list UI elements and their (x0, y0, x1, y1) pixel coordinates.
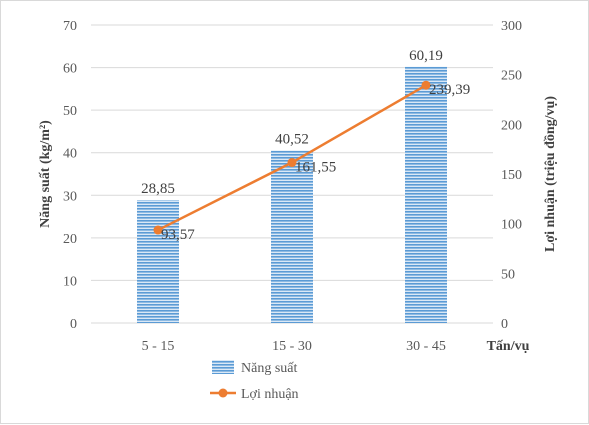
line-value-label: 161,55 (295, 160, 336, 176)
x-tick-label: 5 - 15 (142, 339, 175, 354)
bar (271, 150, 313, 323)
data-labels: 28,85 40,52 60,19 93,57 161,55 239,39 (141, 48, 470, 243)
y-axis-title: Năng suất (kg/m²) (38, 120, 53, 228)
y2-tick-label: 200 (501, 118, 522, 133)
line-point (421, 80, 431, 90)
line-value-label: 239,39 (429, 82, 470, 98)
bar-value-label: 40,52 (275, 132, 309, 148)
y-tick-label: 0 (70, 317, 77, 332)
legend-bar-swatch (212, 360, 234, 374)
x-axis-unit-label: Tấn/vụ (487, 339, 530, 354)
y2-axis-title: Lợi nhuận (triệu đồng/vụ) (543, 96, 558, 252)
x-axis-ticks: 5 - 15 15 - 30 30 - 45 (142, 339, 446, 354)
y-tick-label: 50 (63, 104, 77, 119)
y-tick-label: 60 (63, 62, 77, 77)
x-tick-label: 30 - 45 (406, 339, 446, 354)
right-axis-ticks: 0 50 100 150 200 250 300 (501, 19, 522, 332)
bar (137, 200, 179, 323)
line-point (153, 225, 163, 235)
bar (405, 66, 447, 323)
y2-tick-label: 50 (501, 267, 515, 282)
line-value-label: 93,57 (161, 227, 195, 243)
y-tick-label: 30 (63, 189, 77, 204)
legend-line-marker (218, 388, 228, 398)
legend-line-label: Lợi nhuận (241, 387, 299, 402)
y2-tick-label: 100 (501, 218, 522, 233)
y-tick-label: 70 (63, 19, 77, 34)
left-axis-ticks: 0 10 20 30 40 50 60 70 (63, 19, 77, 332)
y2-tick-label: 150 (501, 168, 522, 183)
y-tick-label: 40 (63, 147, 77, 162)
bar-value-label: 28,85 (141, 181, 175, 197)
y-tick-label: 20 (63, 232, 77, 247)
y2-tick-label: 300 (501, 19, 522, 34)
y2-tick-label: 0 (501, 317, 508, 332)
y2-tick-label: 250 (501, 69, 522, 84)
bar-series (137, 66, 447, 323)
legend: Năng suất Lợi nhuận (210, 360, 299, 402)
x-tick-label: 15 - 30 (272, 339, 312, 354)
legend-bar-label: Năng suất (241, 361, 297, 376)
y-tick-label: 10 (63, 274, 77, 289)
line-series (153, 80, 431, 235)
line-point (287, 158, 297, 168)
bar-value-label: 60,19 (409, 48, 443, 64)
